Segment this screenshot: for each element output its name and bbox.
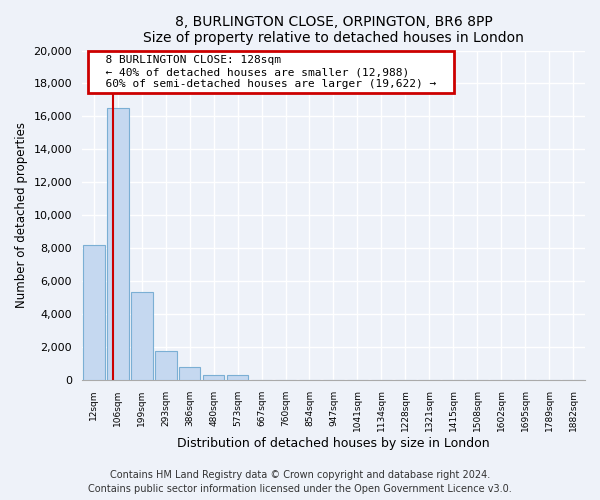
X-axis label: Distribution of detached houses by size in London: Distribution of detached houses by size … xyxy=(177,437,490,450)
Bar xyxy=(179,368,200,380)
Bar xyxy=(83,244,104,380)
Bar xyxy=(131,292,152,380)
Text: 8 BURLINGTON CLOSE: 128sqm  
  ← 40% of detached houses are smaller (12,988)  
 : 8 BURLINGTON CLOSE: 128sqm ← 40% of deta… xyxy=(92,56,450,88)
Y-axis label: Number of detached properties: Number of detached properties xyxy=(15,122,28,308)
Bar xyxy=(107,108,128,380)
Title: 8, BURLINGTON CLOSE, ORPINGTON, BR6 8PP
Size of property relative to detached ho: 8, BURLINGTON CLOSE, ORPINGTON, BR6 8PP … xyxy=(143,15,524,45)
Bar xyxy=(227,375,248,380)
Text: Contains public sector information licensed under the Open Government Licence v3: Contains public sector information licen… xyxy=(88,484,512,494)
Text: Contains HM Land Registry data © Crown copyright and database right 2024.: Contains HM Land Registry data © Crown c… xyxy=(110,470,490,480)
Bar xyxy=(203,374,224,380)
Bar xyxy=(155,351,176,380)
